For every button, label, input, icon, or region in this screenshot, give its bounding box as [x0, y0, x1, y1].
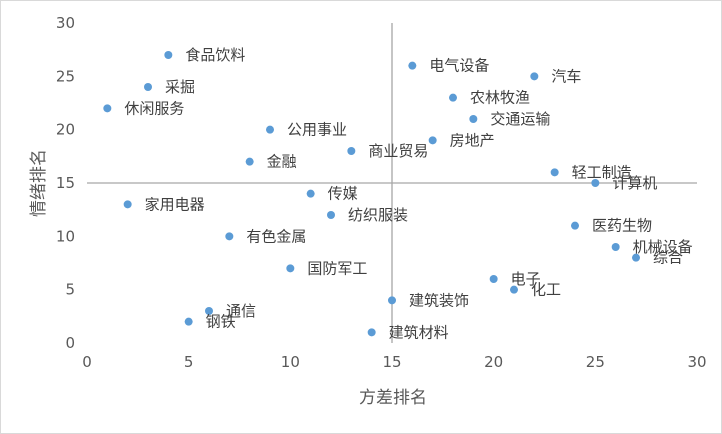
point-label: 机械设备: [633, 238, 693, 256]
data-point: [123, 200, 132, 209]
point-label: 食品饮料: [185, 46, 245, 64]
point-label: 建筑材料: [389, 323, 449, 341]
x-tick-label: 10: [281, 353, 300, 371]
point-label: 电子: [511, 270, 541, 288]
data-point: [611, 243, 620, 251]
data-point: [469, 115, 478, 123]
axis-tick-labels: 0 5 10 15 20 25 30 0 5 10 15 20 25 30: [56, 14, 707, 371]
point-label: 农林牧渔: [470, 89, 530, 107]
x-tick-label: 0: [82, 353, 92, 371]
data-point: [103, 104, 112, 113]
data-point: [225, 232, 234, 241]
point-label: 汽车: [551, 67, 581, 85]
point-label: 商业贸易: [368, 142, 428, 160]
y-tick-label: 30: [56, 14, 75, 32]
data-point: [428, 136, 437, 145]
y-tick-label: 20: [56, 121, 75, 139]
y-axis-title: 情绪排名: [29, 149, 49, 217]
y-tick-label: 10: [56, 227, 75, 245]
y-tick-label: 0: [65, 334, 75, 352]
data-point: [327, 211, 335, 219]
point-label: 钢铁: [206, 313, 236, 331]
x-tick-label: 30: [687, 353, 706, 371]
data-point: [449, 93, 457, 102]
y-tick-label: 15: [56, 174, 75, 192]
point-label: 建筑装饰: [409, 291, 469, 309]
point-label: 家用电器: [145, 195, 205, 213]
data-point: [205, 307, 213, 315]
data-point: [245, 157, 254, 166]
point-label: 计算机: [612, 174, 657, 192]
point-label: 公用事业: [287, 121, 347, 139]
data-point: [388, 296, 396, 305]
point-label: 化工: [531, 281, 561, 299]
data-point: [367, 328, 376, 337]
data-point: [571, 221, 579, 230]
data-point: [632, 253, 640, 262]
data-points: [103, 51, 640, 337]
data-point: [530, 72, 539, 81]
point-label: 采掘: [165, 78, 195, 96]
point-label: 通信: [226, 302, 256, 320]
x-tick-label: 25: [586, 353, 605, 371]
x-tick-label: 5: [184, 353, 194, 371]
point-label: 有色金属: [246, 227, 306, 245]
data-point: [266, 125, 274, 134]
point-label: 纺织服装: [348, 206, 408, 224]
data-point: [347, 147, 356, 155]
point-label: 医药生物: [592, 217, 652, 235]
data-point: [286, 264, 295, 273]
data-point: [164, 51, 173, 59]
x-tick-label: 15: [382, 353, 401, 371]
point-label: 休闲服务: [124, 99, 184, 117]
x-axis-title: 方差排名: [359, 388, 427, 408]
data-point: [408, 61, 417, 70]
data-point: [591, 179, 600, 187]
y-tick-label: 25: [56, 67, 75, 85]
data-point: [510, 285, 518, 294]
data-point: [144, 83, 152, 91]
point-label: 电气设备: [429, 57, 489, 75]
data-point: [550, 168, 559, 177]
point-label: 交通运输: [490, 110, 550, 128]
data-point: [489, 275, 498, 283]
data-point: [184, 317, 193, 326]
reference-lines: [87, 23, 697, 343]
point-label: 传媒: [328, 185, 358, 203]
point-label: 综合: [653, 249, 683, 267]
x-tick-label: 20: [484, 353, 503, 371]
point-label: 国防军工: [307, 259, 367, 277]
y-tick-label: 5: [65, 281, 75, 299]
point-label: 房地产: [450, 131, 495, 149]
data-point: [306, 189, 315, 198]
point-label: 轻工制造: [572, 163, 632, 181]
point-label: 金融: [267, 153, 297, 171]
